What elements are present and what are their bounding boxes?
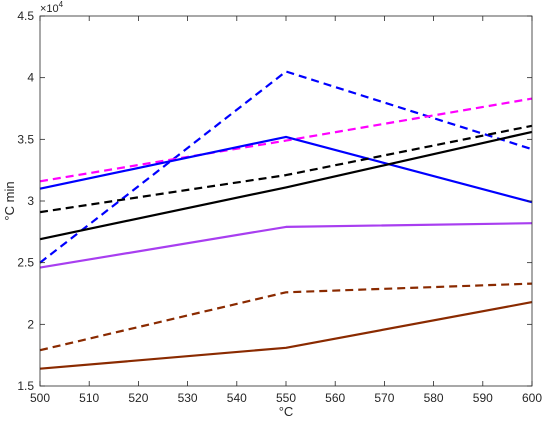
series-line-8 xyxy=(39,301,533,370)
y-tick-label: 4 xyxy=(27,71,34,85)
y-axis-label: °C min xyxy=(2,181,17,220)
x-tick-label: 590 xyxy=(473,391,493,405)
x-axis: 500 510 520 530 540 550 560 570 580 590 600 xyxy=(30,16,542,405)
y-tick-label: 3.5 xyxy=(17,132,34,146)
series-line-2 xyxy=(39,97,533,183)
x-tick-label: 550 xyxy=(276,391,296,405)
x-tick-label: 520 xyxy=(128,391,148,405)
x-axis-label: °C xyxy=(279,404,294,419)
y-axis-multiplier: ×104 xyxy=(40,0,64,15)
y-tick-label: 4.5 xyxy=(17,9,34,23)
series-line-7 xyxy=(39,282,533,352)
x-tick-label: 580 xyxy=(424,391,444,405)
x-tick-label: 530 xyxy=(178,391,198,405)
series-line-1 xyxy=(39,70,533,264)
series-layer xyxy=(39,70,533,370)
y-tick-label: 2 xyxy=(27,317,34,331)
y-tick-label: 2.5 xyxy=(17,256,34,270)
series-line-5 xyxy=(39,130,533,241)
x-tick-label: 560 xyxy=(325,391,345,405)
x-tick-label: 600 xyxy=(522,391,542,405)
plot-area-frame xyxy=(39,15,533,387)
series-line-3 xyxy=(39,135,533,204)
y-tick-label: 3 xyxy=(27,194,34,208)
series-line-4 xyxy=(39,124,533,214)
y-tick-label: 1.5 xyxy=(17,379,34,393)
y-axis: 1.5 2 2.5 3 3.5 4 4.5 xyxy=(17,9,532,393)
x-tick-label: 510 xyxy=(79,391,99,405)
series-line-6 xyxy=(39,222,533,269)
x-tick-label: 500 xyxy=(30,391,50,405)
x-tick-label: 570 xyxy=(374,391,394,405)
x-tick-label: 540 xyxy=(227,391,247,405)
